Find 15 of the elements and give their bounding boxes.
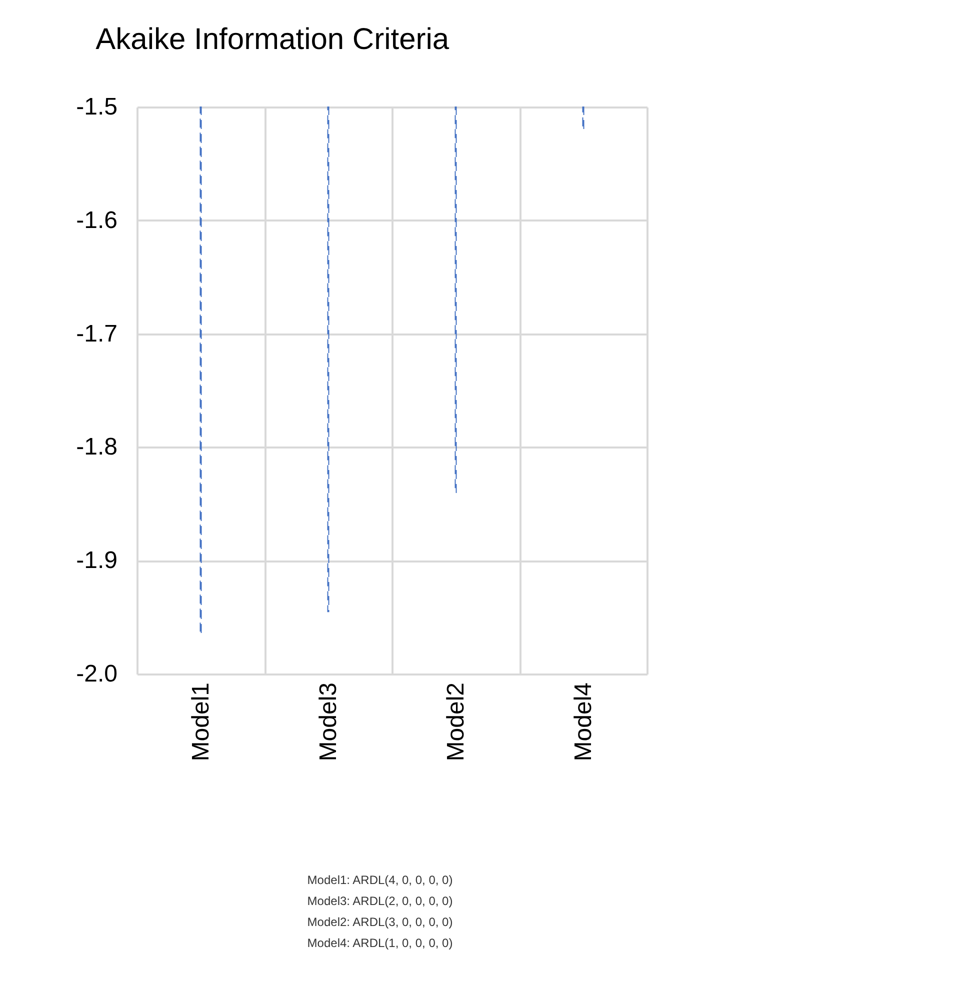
y-tick-label: -1.6 [76, 206, 118, 234]
x-tick-label: Model3 [314, 682, 342, 762]
y-tick-label: -1.9 [76, 547, 118, 574]
text: Model1: ARDL(4, 0, 0, 0, 0) [306, 872, 454, 889]
y-tick-label: -1.5 [76, 94, 118, 120]
x-tick-label: Model4 [570, 682, 597, 762]
x-tick-label: Model1 [187, 682, 214, 762]
text: Model3: ARDL(2, 0, 0, 0, 0) [306, 893, 454, 910]
y-tick-label: -1.8 [76, 434, 118, 461]
y-tick-label: -2.0 [76, 660, 118, 688]
text: Model2: ARDL(3, 0, 0, 0, 0) [306, 914, 454, 931]
chart-title: Akaike Information Criteria [96, 23, 450, 56]
y-tick-label: -1.7 [76, 320, 118, 348]
x-tick-label: Model2 [442, 682, 470, 762]
text: Model4: ARDL(1, 0, 0, 0, 0) [306, 935, 454, 952]
